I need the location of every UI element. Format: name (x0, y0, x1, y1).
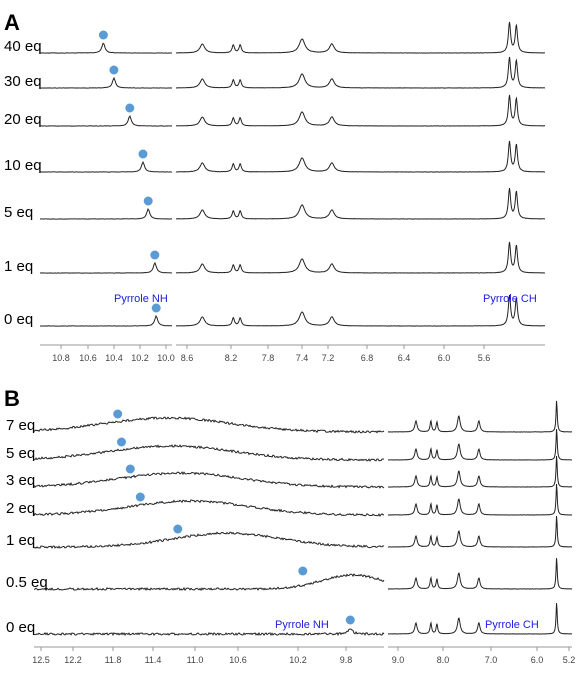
spectrum-trace-nh (33, 471, 385, 489)
spectrum-trace-nh (33, 573, 385, 592)
series-label: 7 eq (6, 417, 35, 434)
nh-peak-marker (109, 65, 119, 75)
nh-peak-marker (113, 409, 123, 419)
x-tick-label: 6.0 (438, 353, 451, 363)
spectrum-trace-nh (39, 261, 173, 274)
spectrum-trace-aromatic (176, 188, 546, 220)
spectrum-trace-nh (39, 208, 173, 220)
nh-peak-marker (345, 615, 355, 625)
pyrrole-nh-annotation: Pyrrole NH (275, 619, 329, 631)
spectrum-trace-aromatic (387, 483, 573, 516)
x-tick-label: 11.8 (105, 655, 122, 665)
spectrum-trace-nh (39, 42, 172, 54)
x-tick-label: 12.2 (64, 655, 82, 665)
spectrum-trace-nh (39, 115, 173, 127)
nh-peak-marker (138, 149, 148, 159)
x-tick-label: 7.0 (485, 655, 498, 665)
x-tick-label: 6.0 (531, 655, 544, 665)
nh-peak-marker (125, 103, 135, 113)
nh-peak-marker (98, 30, 108, 40)
spectrum-trace-nh (33, 531, 385, 550)
series-label: 0 eq (4, 311, 33, 328)
x-tick-label: 12.5 (32, 655, 50, 665)
series-label: 3 eq (6, 472, 35, 489)
series-label: 1 eq (4, 258, 33, 275)
x-tick-label: 10.2 (131, 353, 149, 363)
spectrum-trace-aromatic (387, 455, 573, 488)
x-tick-label: 7.2 (322, 353, 335, 363)
nh-peak-marker (125, 464, 135, 474)
series-label: 0 eq (6, 619, 35, 636)
panel-a-letter: A (4, 10, 20, 35)
nh-peak-marker (117, 437, 126, 447)
x-tick-label: 10.2 (289, 655, 307, 665)
pyrrole-ch-annotation: Pyrrole CH (485, 619, 539, 631)
x-tick-label: 5.6 (478, 353, 491, 363)
x-tick-label: 7.8 (262, 353, 275, 363)
pyrrole-ch-annotation: Pyrrole CH (483, 293, 537, 305)
x-tick-label: 6.4 (398, 353, 411, 363)
series-label: 0.5 eq (6, 574, 48, 591)
nh-peak-marker (150, 250, 160, 260)
spectrum-trace-nh (33, 499, 385, 517)
spectrum-trace-aromatic (175, 294, 546, 327)
x-tick-label: 8.0 (437, 655, 450, 665)
x-tick-label: 8.2 (225, 353, 238, 363)
nh-peak-marker (151, 303, 161, 313)
x-tick-label: 10.8 (52, 353, 70, 363)
pyrrole-nh-annotation: Pyrrole NH (114, 293, 168, 305)
series-label: 40 eq (4, 38, 42, 55)
panel-a-spectra: 10.8 10.6 10.4 10.2 10.0 8.6 8.2 7.8 7.4 7.2 6.8 6.… (4, 21, 546, 363)
spectrum-trace-aromatic (175, 140, 546, 173)
x-tick-label: 5.2 (563, 655, 576, 665)
spectrum-trace-aromatic (387, 428, 572, 461)
series-label: 10 eq (4, 157, 42, 174)
spectrum-trace-nh (39, 76, 173, 89)
spectrum-trace-aromatic (175, 94, 545, 127)
series-label: 5 eq (6, 445, 35, 462)
x-tick-label: 10.4 (105, 353, 123, 363)
x-tick-label: 6.8 (361, 353, 374, 363)
x-tick-label: 7.4 (296, 353, 309, 363)
nh-peak-marker (173, 524, 183, 534)
spectrum-trace-nh (33, 628, 385, 637)
spectrum-trace-aromatic (387, 558, 572, 590)
series-label: 5 eq (4, 204, 33, 221)
spectrum-trace-aromatic (388, 603, 572, 635)
spectrum-trace-aromatic (387, 400, 573, 433)
spectrum-trace-aromatic (175, 241, 546, 274)
spectrum-trace-nh (40, 314, 172, 327)
x-tick-label: 11.4 (145, 655, 162, 665)
x-tick-label: 9.8 (340, 655, 353, 665)
x-tick-label: 8.6 (181, 353, 194, 363)
x-tick-label: 10.6 (79, 353, 97, 363)
panel-b-spectra: 12.5 12.2 11.8 11.4 11.0 10.6 10.2 9.8 9.0 8.0 7.0… (6, 400, 576, 665)
panel-b-letter: B (4, 386, 20, 411)
x-tick-label: 10.6 (229, 655, 247, 665)
spectrum-trace-aromatic (175, 21, 545, 54)
x-tick-label: 10.0 (157, 353, 175, 363)
nh-peak-marker (143, 196, 153, 206)
series-label: 2 eq (6, 500, 35, 517)
series-label: 1 eq (6, 532, 35, 549)
x-tick-label: 9.0 (392, 655, 405, 665)
x-tick-label: 11.0 (187, 655, 204, 665)
nh-peak-marker (298, 566, 308, 576)
spectrum-trace-nh (33, 444, 384, 462)
spectrum-trace-nh (33, 416, 385, 434)
spectrum-trace-aromatic (387, 515, 572, 548)
spectrum-trace-aromatic (176, 56, 546, 89)
nh-peak-marker (135, 492, 145, 502)
spectrum-trace-nh (40, 160, 173, 173)
series-label: 30 eq (4, 73, 42, 90)
series-label: 20 eq (4, 111, 42, 128)
